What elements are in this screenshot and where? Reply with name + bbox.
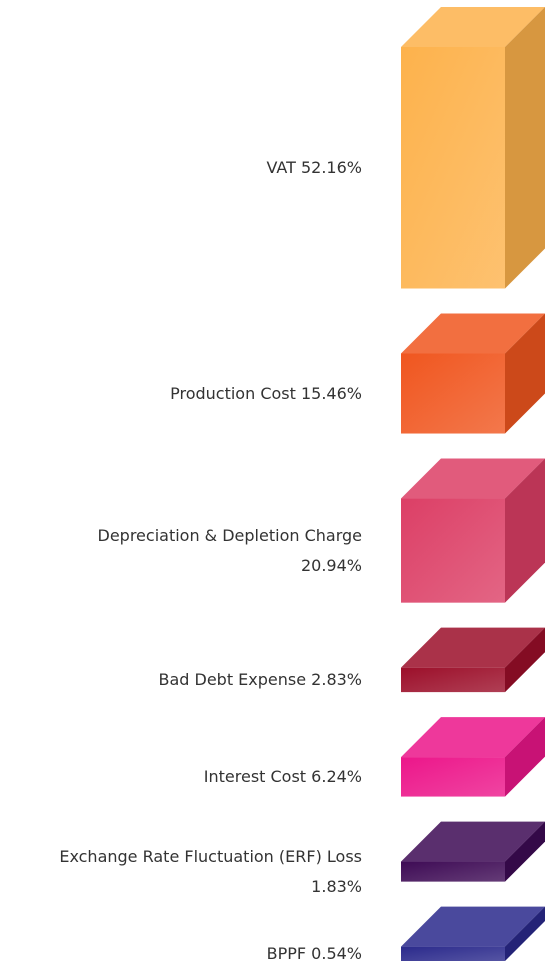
category-label: Production Cost [170,383,296,403]
block-top-shade [401,906,545,947]
block-side-shade [505,313,545,434]
block-top-shade [401,627,545,668]
bar-label: BPPF 0.54% [7,939,362,969]
block [401,717,545,797]
bar-label: Production Cost 15.46% [7,379,362,409]
block-top [401,458,545,499]
block-top [401,906,545,947]
bar-label: Exchange Rate Fluctuation (ERF) Loss 1.8… [7,842,362,902]
block [401,906,545,961]
value-label: 15.46% [300,383,362,403]
value-label: 1.83% [311,876,362,896]
block [401,821,545,882]
category-label: VAT [266,157,296,177]
block-side [505,906,545,961]
category-label: Bad Debt Expense [158,669,307,689]
value-label: 2.83% [311,669,362,689]
block-side-shade [505,627,545,693]
bar [401,353,505,434]
block-side [505,313,545,434]
block-top-shade [401,7,545,47]
block-side-shade [505,7,545,289]
block-top [401,627,545,668]
bar [401,757,505,797]
value-label: 20.94% [300,555,362,575]
block-side-shade [505,821,545,882]
value-label: 6.24% [311,766,362,786]
block-side-shade [505,906,545,961]
bar [401,946,505,961]
block-side [505,7,545,289]
block [401,7,545,289]
bar-label: Bad Debt Expense 2.83% [7,665,362,695]
bar [401,498,505,603]
block [401,458,545,603]
bar-label: Depreciation & Depletion Charge 20.94% [87,521,363,581]
block [401,627,545,693]
category-label: BPPF [266,943,307,963]
bar [401,47,505,289]
block-side [505,627,545,693]
block-top [401,717,545,758]
block-side [505,717,545,797]
bar-label: Interest Cost 6.24% [7,762,362,792]
block-side [505,458,545,603]
block-top-shade [401,821,545,862]
block-top [401,313,545,354]
bar-label: VAT 52.16% [7,153,362,183]
block-top-shade [401,458,545,499]
block-top [401,7,545,47]
bar [401,861,505,882]
category-label: Exchange Rate Fluctuation (ERF) Loss [59,846,362,866]
category-label: Depreciation & Depletion Charge [97,525,363,545]
category-label: Interest Cost [203,766,307,786]
value-label: 52.16% [300,157,362,177]
block-top [401,821,545,862]
block-side-shade [505,458,545,603]
block [401,313,545,434]
block-side-shade [505,717,545,797]
block-top-shade [401,313,545,354]
bar [401,667,505,693]
block-side [505,821,545,882]
value-label: 0.54% [311,943,362,963]
block-top-shade [401,717,545,758]
